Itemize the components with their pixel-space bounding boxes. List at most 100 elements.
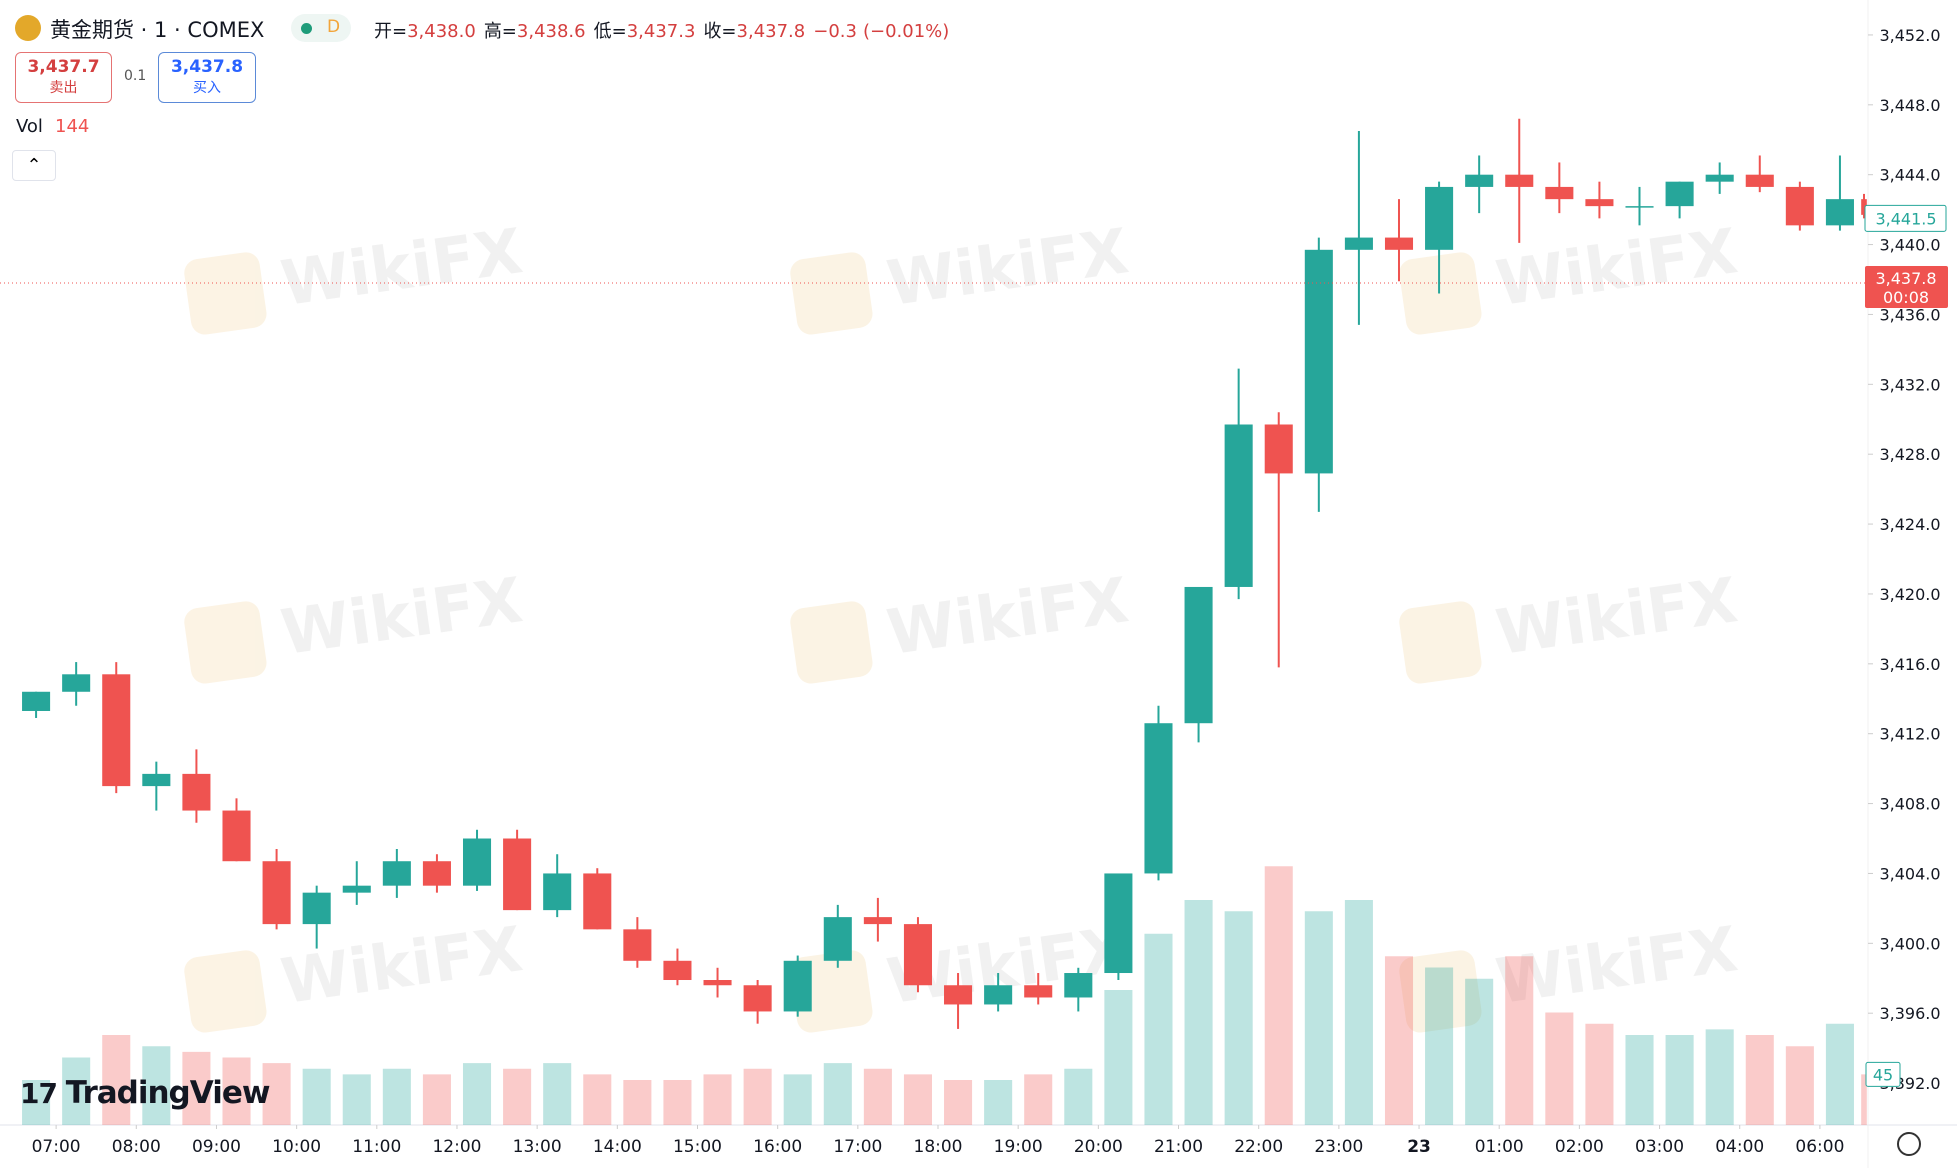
x-tick-label: 02:00 [1555,1137,1604,1157]
ohlc-value: 3,437.3 [626,21,696,42]
watermark-badge [1399,950,1482,1033]
candle-body [703,980,732,986]
candle-body [1785,186,1814,226]
buy-button[interactable]: 3,437.8 买入 [158,52,256,103]
candle-body [783,960,812,1012]
collapse-button[interactable]: ⌃ [12,150,56,181]
ohlc-key: 低= [593,21,627,42]
x-tick-label: 07:00 [32,1137,81,1157]
volume-bar [302,1068,331,1125]
symbol[interactable]: 黄金期货 · 1 · COMEX [50,18,265,42]
watermark-text: WikiFX [883,214,1133,320]
volume-bar [182,1051,211,1125]
watermark: WikiFX [1399,563,1742,684]
candle-body [1825,199,1854,226]
candle-body [1465,174,1494,187]
volume-bar [1465,978,1494,1125]
x-tick-label: 20:00 [1074,1137,1123,1157]
candle-body [1665,181,1694,207]
volume-bar [1545,1012,1574,1125]
candle-body [1625,206,1654,208]
volume-bar [262,1063,291,1125]
candle-body [142,773,171,787]
x-tick-label: 10:00 [272,1137,321,1157]
candle-body [1264,424,1293,474]
x-tick-label: 09:00 [192,1137,241,1157]
watermark-badge [184,950,267,1033]
spread: 0.1 [124,68,147,84]
volume-bar [462,1063,492,1125]
watermark-text: WikiFX [277,912,527,1018]
volume-bar [1745,1035,1774,1125]
ohlc-key: 高= [483,21,517,42]
x-tick-label: 16:00 [753,1137,802,1157]
x-tick-label: 06:00 [1795,1137,1844,1157]
volume-bar [663,1080,692,1125]
candle-body [743,985,772,1012]
volume-bar [1785,1046,1814,1125]
volume-bar [102,1035,131,1125]
x-tick-label: 13:00 [513,1137,562,1157]
buy-label: 买入 [193,80,221,96]
watermark-badge [1399,252,1482,335]
y-tick-label: 3,424.0 [1879,515,1940,534]
candle-body [1861,199,1867,215]
y-tick-label: 3,428.0 [1879,445,1940,464]
y-tick-label: 3,412.0 [1879,725,1940,744]
volume-bar [944,1080,973,1125]
candle-body [984,985,1013,1005]
ohlc-value: 3,438.0 [407,21,476,42]
sell-button[interactable]: 3,437.7 卖出 [15,52,112,103]
y-tick-label: 3,444.0 [1879,166,1940,185]
ohlc-legend: 开=3,438.0 高=3,438.6 低=3,437.3 收=3,437.8 −0.3… [374,17,949,43]
watermark: WikiFX [790,214,1133,335]
volume-bar [1064,1068,1093,1125]
settings-button[interactable] [1897,1132,1921,1156]
buy-price: 3,437.8 [170,57,244,77]
candle-body [944,985,973,1005]
x-tick-label: 12:00 [432,1137,481,1157]
volume-bar [1024,1074,1053,1125]
volume-bar [783,1074,812,1125]
logo-mark: 𝟭𝟳 [20,1077,66,1110]
candle-body [342,885,371,893]
watermark-text: WikiFX [1492,214,1742,320]
candle-body [1344,237,1373,250]
volume-bar [1505,956,1534,1125]
volume-bar [342,1074,371,1125]
watermark-badge [184,601,267,684]
watermark-badge [790,252,873,335]
volume-bar [1425,967,1454,1125]
y-tick-label: 3,420.0 [1879,585,1940,604]
volume-bar [22,1080,51,1125]
volume-bar [382,1068,411,1125]
candle-body [903,924,932,986]
candle-body [462,838,492,886]
volume-bar [1861,1074,1867,1125]
change: −0.3 [813,21,857,42]
volume-bar [1264,866,1293,1125]
volume-bar [1344,900,1373,1125]
y-tick-label: 3,452.0 [1879,26,1940,45]
x-tick-label: 01:00 [1475,1137,1524,1157]
x-tick-label: 15:00 [673,1137,722,1157]
x-tick-label: 03:00 [1635,1137,1684,1157]
volume-bar [823,1063,852,1125]
candle-body [382,861,411,886]
watermark-text: WikiFX [1492,563,1742,669]
status-pill[interactable]: D [291,14,351,42]
y-tick-label: 3,400.0 [1879,934,1940,953]
candle-body [503,838,532,911]
candle-body [1224,424,1253,587]
last-price-label: 3,437.8 [1875,269,1936,288]
candle-body [1064,973,1093,998]
sell-price: 3,437.7 [27,57,100,77]
x-tick-label: 04:00 [1715,1137,1764,1157]
y-tick-label: 3,432.0 [1879,375,1940,394]
tradingview-logo[interactable]: 𝟭𝟳 TradingView [20,1075,270,1111]
volume-bar [1104,990,1133,1125]
candle-body [823,917,852,961]
candle-body [1425,186,1454,250]
